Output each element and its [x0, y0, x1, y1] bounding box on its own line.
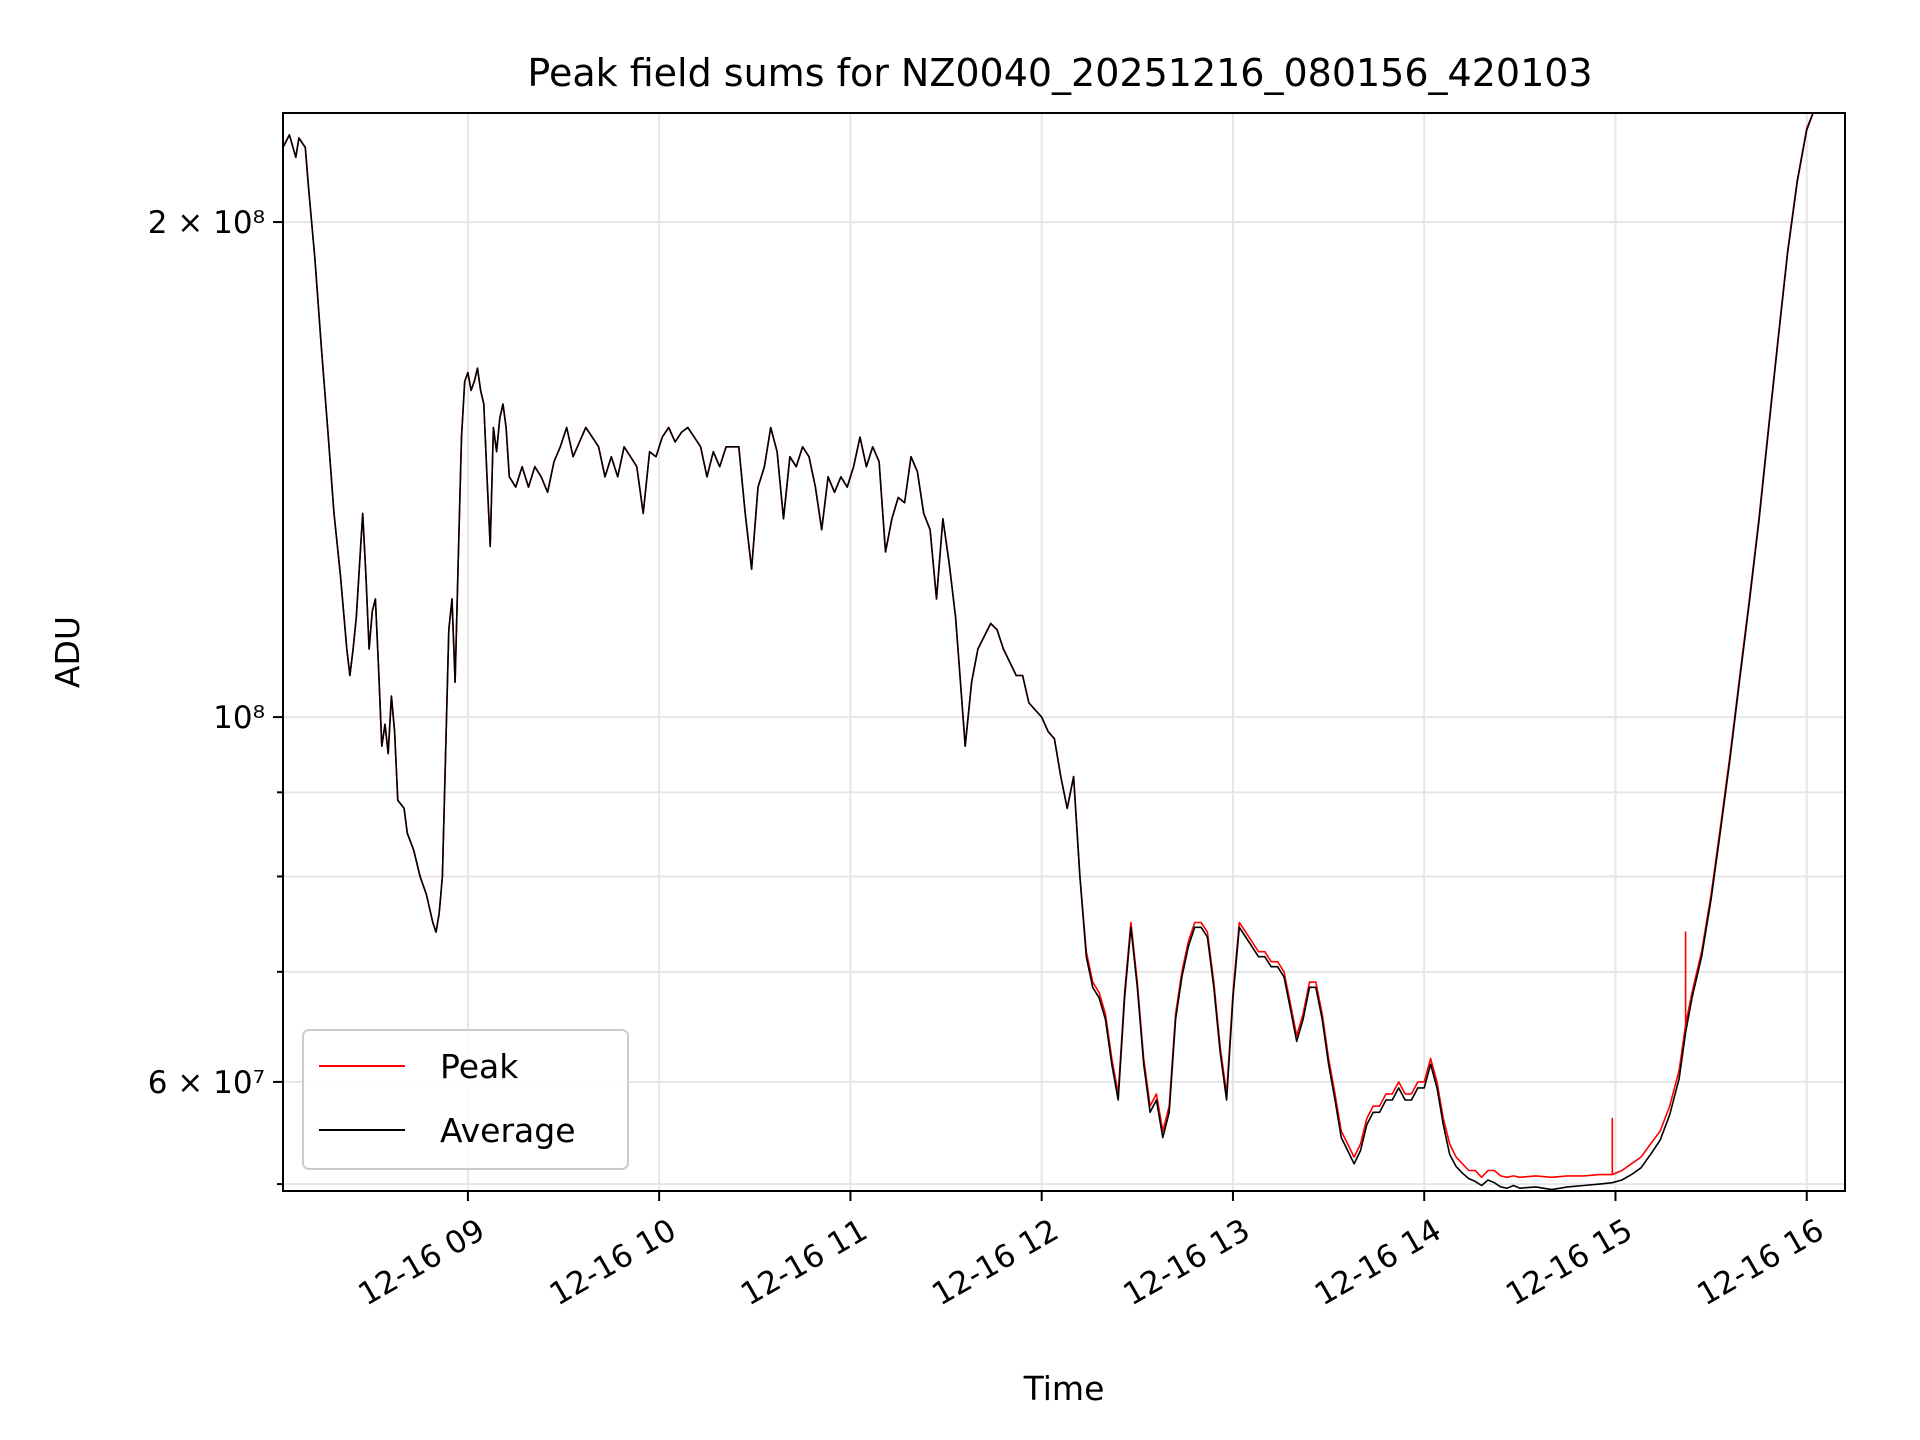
legend-label-average: Average	[440, 1111, 576, 1150]
y-tick-label: 2 × 10⁸	[148, 205, 265, 241]
x-axis-label: Time	[1023, 1369, 1105, 1408]
y-tick-label: 6 × 10⁷	[148, 1065, 265, 1101]
legend-label-peak: Peak	[440, 1047, 519, 1086]
plot-frame	[282, 112, 1846, 1192]
chart-title: Peak field sums for NZ0040_20251216_0801…	[527, 51, 1592, 95]
series-layer	[283, 113, 1814, 1191]
series-line-average	[283, 113, 1814, 1191]
grid	[283, 113, 1845, 1191]
legend-box	[302, 1029, 629, 1170]
legend: Peak Average	[302, 1029, 629, 1170]
y-axis-label: ADU	[48, 616, 87, 688]
y-tick-label: 10⁸	[213, 700, 265, 736]
